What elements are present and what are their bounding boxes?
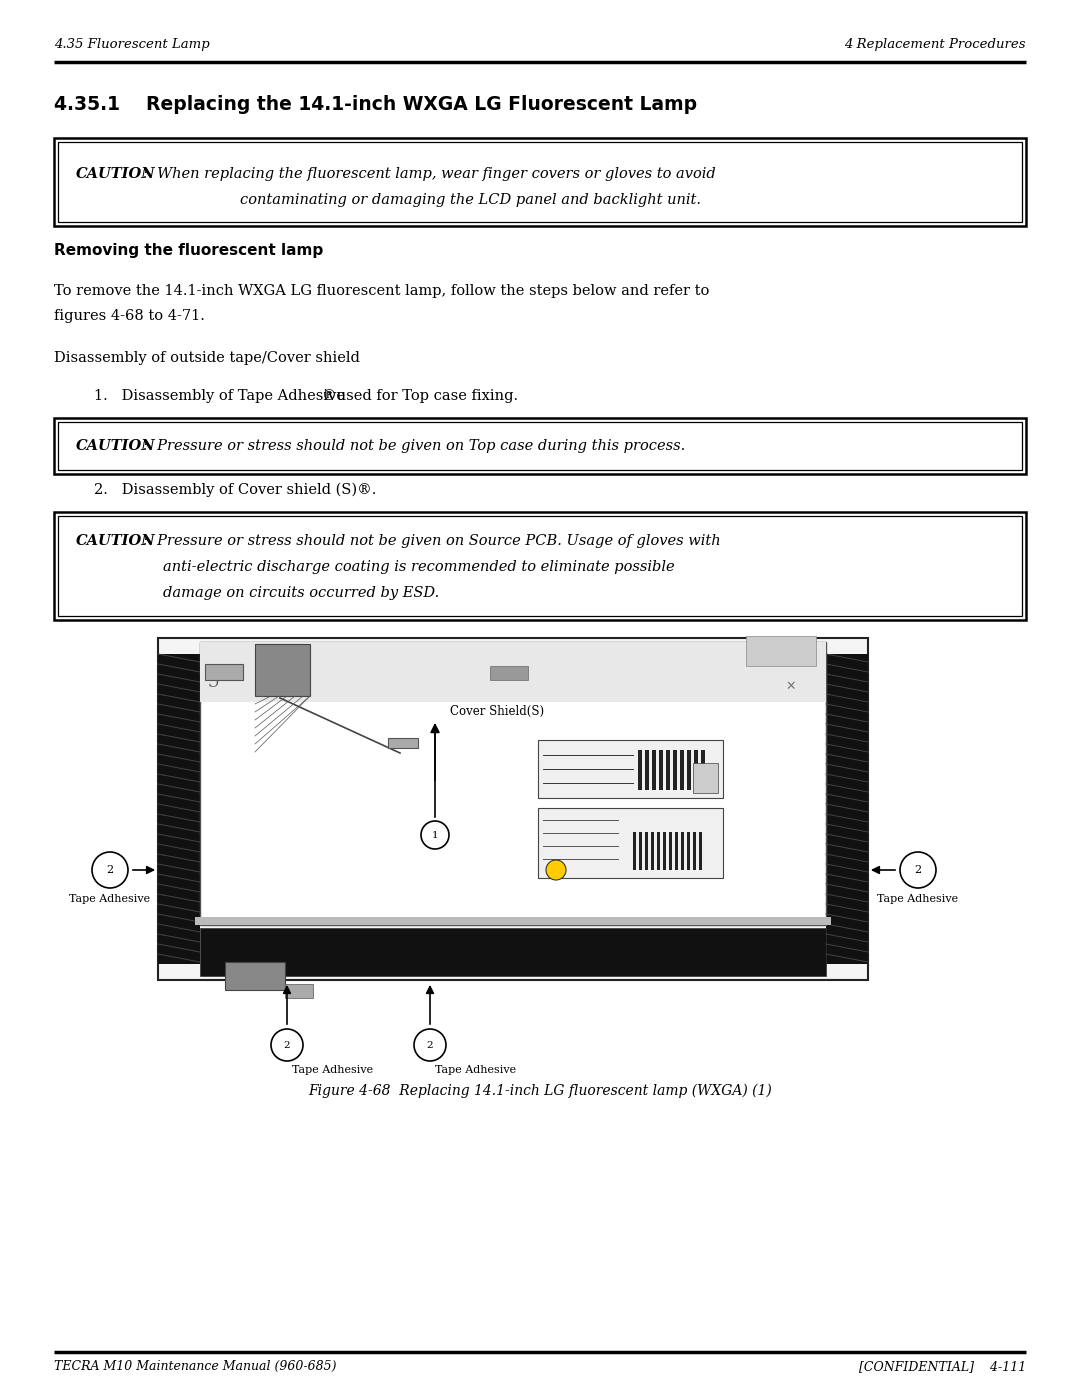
Bar [680, 750, 684, 789]
Bar [687, 833, 690, 870]
Bar [388, 738, 418, 747]
Text: Removing the fluorescent lamp: Removing the fluorescent lamp [54, 243, 323, 258]
Circle shape [421, 821, 449, 849]
Text: 2.   Disassembly of Cover shield (S)®.: 2. Disassembly of Cover shield (S)®. [94, 482, 376, 497]
Text: 4.35.1    Replacing the 14.1-inch WXGA LG Fluorescent Lamp: 4.35.1 Replacing the 14.1-inch WXGA LG F… [54, 95, 697, 115]
Bar [54, 511, 1026, 620]
Text: :  Pressure or stress should not be given on Top case during this process.: : Pressure or stress should not be given… [143, 439, 685, 453]
Bar [255, 644, 310, 696]
Text: damage on circuits occurred by ESD.: damage on circuits occurred by ESD. [163, 585, 440, 599]
Bar [200, 643, 826, 925]
Circle shape [900, 852, 936, 888]
Text: figures 4-68 to 4-71.: figures 4-68 to 4-71. [54, 309, 205, 323]
Bar [659, 750, 663, 789]
Bar [746, 636, 816, 666]
Text: Tape Adhesive: Tape Adhesive [292, 1065, 373, 1076]
Bar [826, 654, 868, 964]
Bar [651, 833, 654, 870]
Bar [657, 833, 660, 870]
Text: 1.   Disassembly of Tape Adhesive: 1. Disassembly of Tape Adhesive [94, 388, 345, 402]
Bar [633, 833, 636, 870]
Circle shape [271, 1030, 303, 1060]
Text: Tape Adhesive: Tape Adhesive [69, 894, 150, 904]
Bar [701, 750, 705, 789]
Text: 2: 2 [107, 865, 113, 875]
Text: 1: 1 [432, 830, 438, 840]
Bar [645, 750, 649, 789]
Text: CAUTION: CAUTION [76, 439, 156, 453]
Text: Figure 4-68  Replacing 14.1-inch LG fluorescent lamp (WXGA) (1): Figure 4-68 Replacing 14.1-inch LG fluor… [308, 1084, 772, 1098]
Bar [693, 833, 696, 870]
Text: 2: 2 [915, 865, 921, 875]
Bar [158, 654, 200, 964]
Bar [195, 916, 831, 925]
Bar [490, 666, 528, 680]
Bar [666, 750, 670, 789]
Text: Disassembly of outside tape/Cover shield: Disassembly of outside tape/Cover shield [54, 351, 360, 365]
Text: :  Pressure or stress should not be given on Source PCB. Usage of gloves with: : Pressure or stress should not be given… [143, 534, 720, 548]
Text: anti-electric discharge coating is recommended to eliminate possible: anti-electric discharge coating is recom… [163, 560, 675, 574]
Bar [687, 750, 691, 789]
Text: TECRA M10 Maintenance Manual (960-685): TECRA M10 Maintenance Manual (960-685) [54, 1361, 337, 1373]
Bar [675, 833, 678, 870]
Text: contaminating or damaging the LCD panel and backlight unit.: contaminating or damaging the LCD panel … [240, 193, 701, 207]
Bar [54, 418, 1026, 474]
Text: Cover Shield(S): Cover Shield(S) [450, 705, 544, 718]
Text: :  When replacing the fluorescent lamp, wear finger covers or gloves to avoid: : When replacing the fluorescent lamp, w… [143, 168, 716, 182]
Text: 2: 2 [427, 1041, 433, 1049]
Bar [693, 763, 718, 793]
Bar [538, 740, 723, 798]
Bar [200, 928, 826, 977]
Text: Tape Adhesive: Tape Adhesive [877, 894, 959, 904]
Bar [699, 833, 702, 870]
Bar [58, 142, 1022, 222]
Circle shape [92, 852, 129, 888]
Bar [538, 807, 723, 877]
Bar [673, 750, 677, 789]
Text: CAUTION: CAUTION [76, 534, 156, 548]
Text: used for Top case fixing.: used for Top case fixing. [332, 388, 518, 402]
Text: Tape Adhesive: Tape Adhesive [435, 1065, 516, 1076]
Circle shape [414, 1030, 446, 1060]
Bar [58, 515, 1022, 616]
Text: 4 Replacement Procedures: 4 Replacement Procedures [845, 38, 1026, 52]
Text: 2: 2 [284, 1041, 291, 1049]
Text: ✕: ✕ [786, 679, 796, 693]
Bar [158, 638, 868, 981]
Bar [638, 750, 642, 789]
Bar [205, 664, 243, 680]
Bar [58, 422, 1022, 469]
Bar [645, 833, 648, 870]
Bar [663, 833, 666, 870]
Bar [200, 643, 826, 703]
Text: To remove the 14.1-inch WXGA LG fluorescent lamp, follow the steps below and ref: To remove the 14.1-inch WXGA LG fluoresc… [54, 284, 710, 298]
Bar [225, 963, 285, 990]
Text: CAUTION: CAUTION [76, 168, 156, 182]
Bar [669, 833, 672, 870]
Text: 4.35 Fluorescent Lamp: 4.35 Fluorescent Lamp [54, 38, 210, 52]
Bar [694, 750, 698, 789]
Bar [285, 983, 313, 997]
Bar [639, 833, 642, 870]
Text: ®: ® [322, 388, 337, 402]
Circle shape [546, 861, 566, 880]
Bar [54, 138, 1026, 226]
Bar [681, 833, 684, 870]
Text: [CONFIDENTIAL]    4-111: [CONFIDENTIAL] 4-111 [859, 1361, 1026, 1373]
Text: C: C [207, 671, 218, 685]
Bar [652, 750, 656, 789]
